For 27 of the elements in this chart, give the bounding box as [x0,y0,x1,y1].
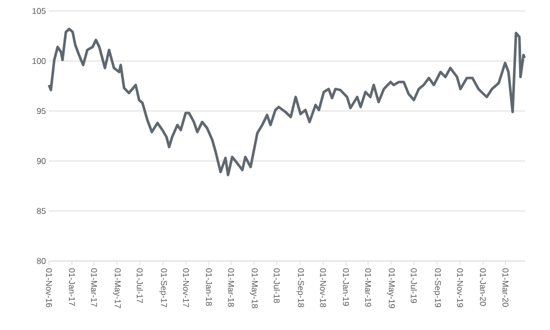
x-tick-label: 01-Jan-19 [342,268,349,306]
y-tick-label: 105 [32,8,46,14]
x-tick-label: 01-Jan-18 [206,268,212,306]
y-tick-label: 80 [36,258,46,264]
y-tick-label: 95 [36,108,46,114]
y-tick-label: 90 [36,158,46,164]
x-tick-label: 01-Sep-18 [296,268,304,308]
x-tick-label: 01-Nov-17 [183,268,190,308]
x-tick-label: 01-Jul-19 [410,268,417,303]
x-tick-label: 01-Mar-20 [502,268,508,307]
x-tick-label: 01-Nov-19 [457,268,464,308]
x-tick-label: 01-May-19 [387,268,395,308]
x-tick-label: 01-Sep-17 [159,268,167,308]
x-tick-label: 01-Jul-18 [274,268,280,303]
x-tick-label: 01-Jul-17 [136,268,143,303]
x-tick-label: 01-Sep-19 [433,268,441,308]
x-tick-label: 01-Mar-17 [91,268,98,307]
x-tick-label: 01-Nov-18 [320,268,326,308]
x-tick-label: 01-May-17 [113,268,121,308]
x-tick-label: 01-Jan-20 [480,268,486,306]
x-tick-label: 01-Jan-17 [68,268,75,306]
y-tick-label: 85 [36,208,46,214]
x-tick-label: 01-May-18 [250,268,258,308]
x-tick-label: 01-Mar-18 [228,268,234,307]
y-tick-label: 100 [32,58,46,64]
x-tick-label: 01-Nov-16 [46,268,52,308]
x-tick-label: 01-Mar-19 [365,268,372,307]
